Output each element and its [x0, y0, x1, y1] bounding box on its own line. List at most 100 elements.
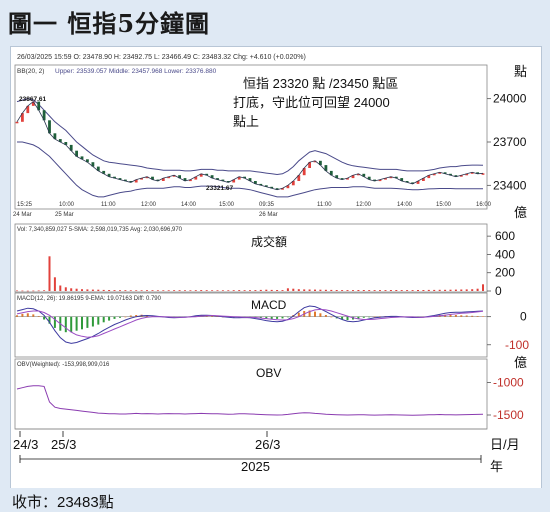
volume-bar: [417, 290, 419, 291]
macd-histogram-bar: [216, 316, 219, 317]
price-candle: [476, 172, 479, 174]
price-candle: [91, 162, 95, 167]
macd-histogram-bar: [43, 316, 46, 320]
price-candle: [243, 176, 246, 179]
volume-bar: [427, 289, 430, 291]
price-candle: [302, 168, 306, 176]
price-candle: [286, 185, 290, 189]
price-candle: [411, 182, 414, 184]
macd-label: MACD: [251, 298, 287, 312]
price-candle: [324, 165, 328, 171]
volume-bar: [362, 290, 365, 291]
macd-histogram-bar: [286, 316, 289, 318]
macd-histogram-bar: [357, 316, 360, 319]
price-candle: [346, 178, 349, 180]
volume-bar: [422, 290, 425, 291]
macd-histogram-bar: [297, 312, 300, 317]
price-candle: [367, 176, 371, 180]
price-candle: [281, 188, 284, 190]
price-candle: [161, 178, 165, 181]
obv-line: [16, 385, 484, 416]
price-candle: [226, 181, 230, 183]
volume-bar: [471, 289, 474, 291]
volume-bar: [119, 290, 121, 291]
price-candle: [291, 181, 295, 186]
price-candle: [422, 178, 425, 181]
price-candle: [481, 173, 485, 175]
macd-histogram-bar: [324, 315, 327, 317]
macd-histogram-bar: [26, 313, 29, 317]
price-candle: [329, 170, 333, 176]
volume-bar: [330, 289, 333, 291]
time-tick-label: 14:00: [181, 202, 197, 208]
volume-bar: [270, 289, 273, 291]
price-unit: 點: [514, 64, 527, 79]
volume-bar: [216, 290, 219, 291]
price-low-label: 23321.67: [206, 185, 233, 192]
volume-bar: [460, 289, 463, 291]
date-tick-label: 24 Mar: [13, 212, 32, 218]
volume-bar: [81, 289, 83, 291]
volume-bar: [276, 290, 279, 291]
price-candle: [69, 144, 73, 151]
volume-bar: [43, 290, 46, 291]
volume-bar: [238, 290, 241, 291]
volume-bar: [476, 288, 479, 291]
volume-bar: [249, 290, 251, 291]
obv-unit: 億: [514, 355, 527, 370]
price-candle: [58, 139, 62, 142]
date-tick-label: 25 Mar: [55, 212, 74, 218]
macd-histogram-bar: [454, 315, 457, 317]
price-candle: [140, 178, 143, 180]
volume-bar: [200, 290, 203, 291]
price-candle: [432, 173, 436, 176]
volume-bar: [454, 289, 457, 291]
price-candle: [221, 179, 225, 182]
price-candle: [373, 179, 376, 182]
volume-unit: 億: [514, 205, 527, 220]
price-tick-label: 24000: [493, 92, 527, 106]
price-candle: [351, 175, 355, 179]
bb-label: BB(20, 2): [17, 68, 44, 75]
volume-bar: [37, 290, 40, 292]
volume-bar: [335, 290, 338, 291]
volume-bar: [384, 290, 387, 291]
volume-bar: [124, 290, 127, 291]
volume-bar: [319, 289, 322, 291]
volume-bar: [357, 290, 360, 291]
macd-histogram-bar: [270, 316, 273, 320]
volume-bar: [102, 289, 105, 291]
price-candle: [151, 176, 154, 180]
macd-histogram-bar: [21, 313, 24, 317]
macd-histogram-bar: [32, 314, 35, 317]
volume-bar: [400, 290, 403, 291]
macd-histogram-bar: [97, 316, 100, 325]
price-candle: [102, 170, 106, 174]
price-candle: [37, 101, 41, 111]
volume-bar: [449, 289, 452, 291]
macd-histogram-bar: [319, 313, 322, 317]
chart-svg: 26/03/2025 15:59 O: 23478.90 H: 23492.75…: [13, 54, 529, 474]
macd-histogram-bar: [314, 311, 316, 317]
time-tick-label: 15:00: [436, 202, 452, 208]
price-candle: [86, 159, 89, 163]
price-high-label: 23867.61: [19, 96, 46, 103]
price-candle: [107, 173, 111, 177]
price-candle: [199, 173, 203, 177]
time-tick-label: 12:00: [356, 202, 372, 208]
bb-lower-line: [17, 141, 483, 198]
price-candle: [156, 179, 160, 182]
price-candle: [340, 178, 344, 180]
price-candle: [313, 160, 317, 163]
volume-info: Vol: 7,340,859,027 5-SMA: 2,598,019,735 …: [17, 227, 183, 233]
volume-bar: [75, 288, 78, 291]
price-candle: [237, 176, 241, 180]
volume-bar: [16, 290, 18, 292]
volume-bar: [232, 290, 235, 291]
price-candle: [454, 175, 458, 177]
volume-panel-frame: [14, 223, 488, 293]
price-candle: [335, 175, 339, 179]
volume-bar: [433, 289, 436, 291]
volume-bar: [135, 290, 138, 291]
time-tick-label: 15:25: [17, 202, 33, 208]
